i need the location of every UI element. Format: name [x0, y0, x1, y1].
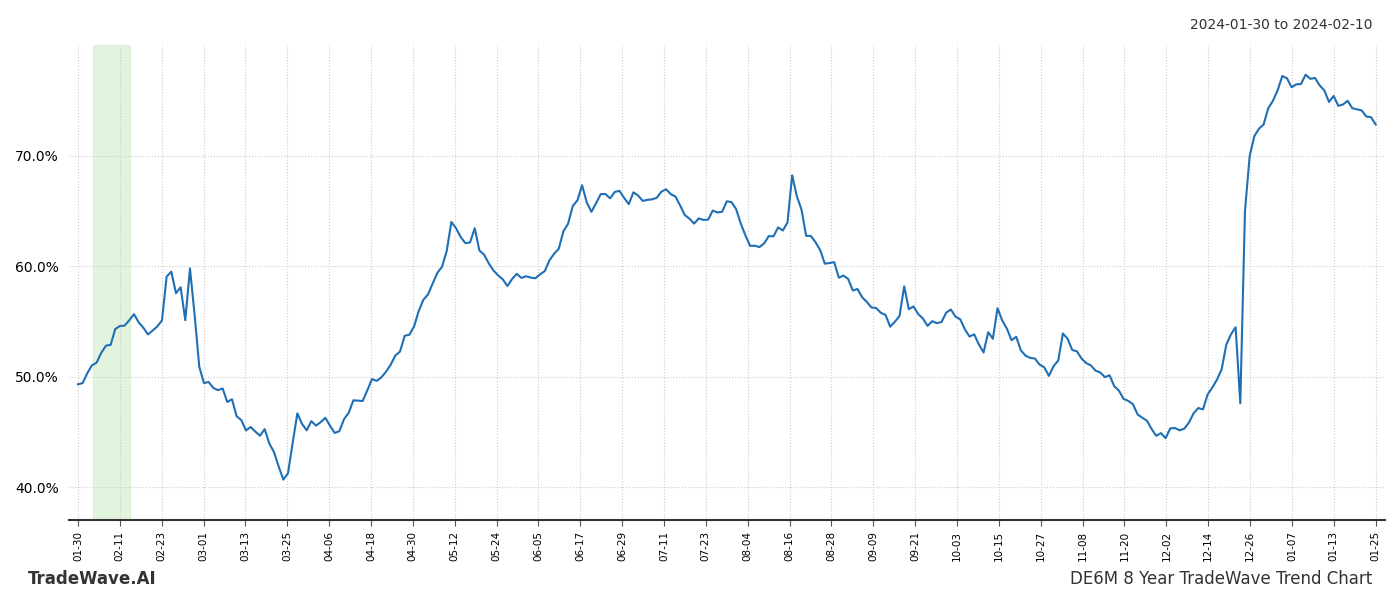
Text: TradeWave.AI: TradeWave.AI — [28, 570, 157, 588]
Text: DE6M 8 Year TradeWave Trend Chart: DE6M 8 Year TradeWave Trend Chart — [1070, 570, 1372, 588]
Bar — [92, 45, 130, 520]
Text: 2024-01-30 to 2024-02-10: 2024-01-30 to 2024-02-10 — [1190, 18, 1372, 32]
